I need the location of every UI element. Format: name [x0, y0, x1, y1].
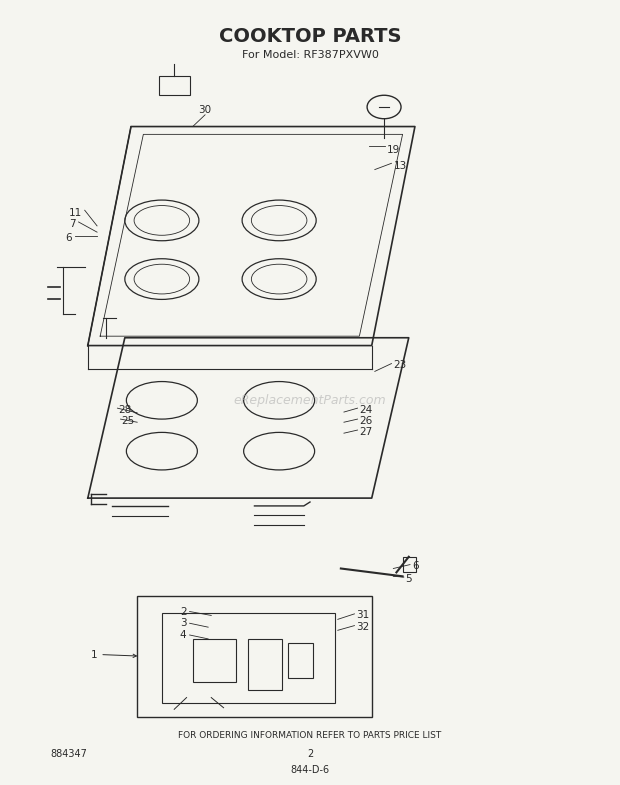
Text: 5: 5	[405, 574, 412, 584]
Text: 6: 6	[412, 561, 418, 571]
Text: 7: 7	[69, 219, 76, 229]
Text: 844-D-6: 844-D-6	[290, 765, 330, 775]
Text: 23: 23	[393, 360, 407, 370]
Text: 25: 25	[122, 416, 135, 425]
Text: 27: 27	[360, 426, 373, 436]
Text: 31: 31	[356, 611, 370, 620]
Text: 24: 24	[360, 405, 373, 414]
Text: 30: 30	[198, 105, 211, 115]
Text: 32: 32	[356, 623, 370, 632]
Text: 6: 6	[66, 232, 73, 243]
Bar	[402, 557, 416, 572]
Text: 13: 13	[393, 161, 407, 170]
Text: 3: 3	[180, 619, 187, 628]
Text: COOKTOP PARTS: COOKTOP PARTS	[219, 27, 401, 46]
Text: 28: 28	[118, 405, 132, 414]
Text: eReplacementParts.com: eReplacementParts.com	[234, 394, 386, 407]
Text: 884347: 884347	[51, 749, 87, 759]
Text: 2: 2	[180, 607, 187, 616]
Text: 1: 1	[91, 649, 97, 659]
Text: For Model: RF387PXVW0: For Model: RF387PXVW0	[242, 49, 378, 60]
Text: 26: 26	[360, 416, 373, 425]
Text: 11: 11	[68, 207, 82, 217]
Bar	[162, 613, 335, 703]
Text: 19: 19	[387, 145, 401, 155]
Bar	[193, 639, 236, 682]
Text: FOR ORDERING INFORMATION REFER TO PARTS PRICE LIST: FOR ORDERING INFORMATION REFER TO PARTS …	[179, 731, 441, 739]
Text: 4: 4	[180, 630, 187, 640]
Bar	[137, 596, 372, 717]
Bar	[288, 643, 313, 678]
Text: 2: 2	[307, 749, 313, 759]
Bar	[248, 639, 282, 690]
Bar	[159, 75, 190, 95]
